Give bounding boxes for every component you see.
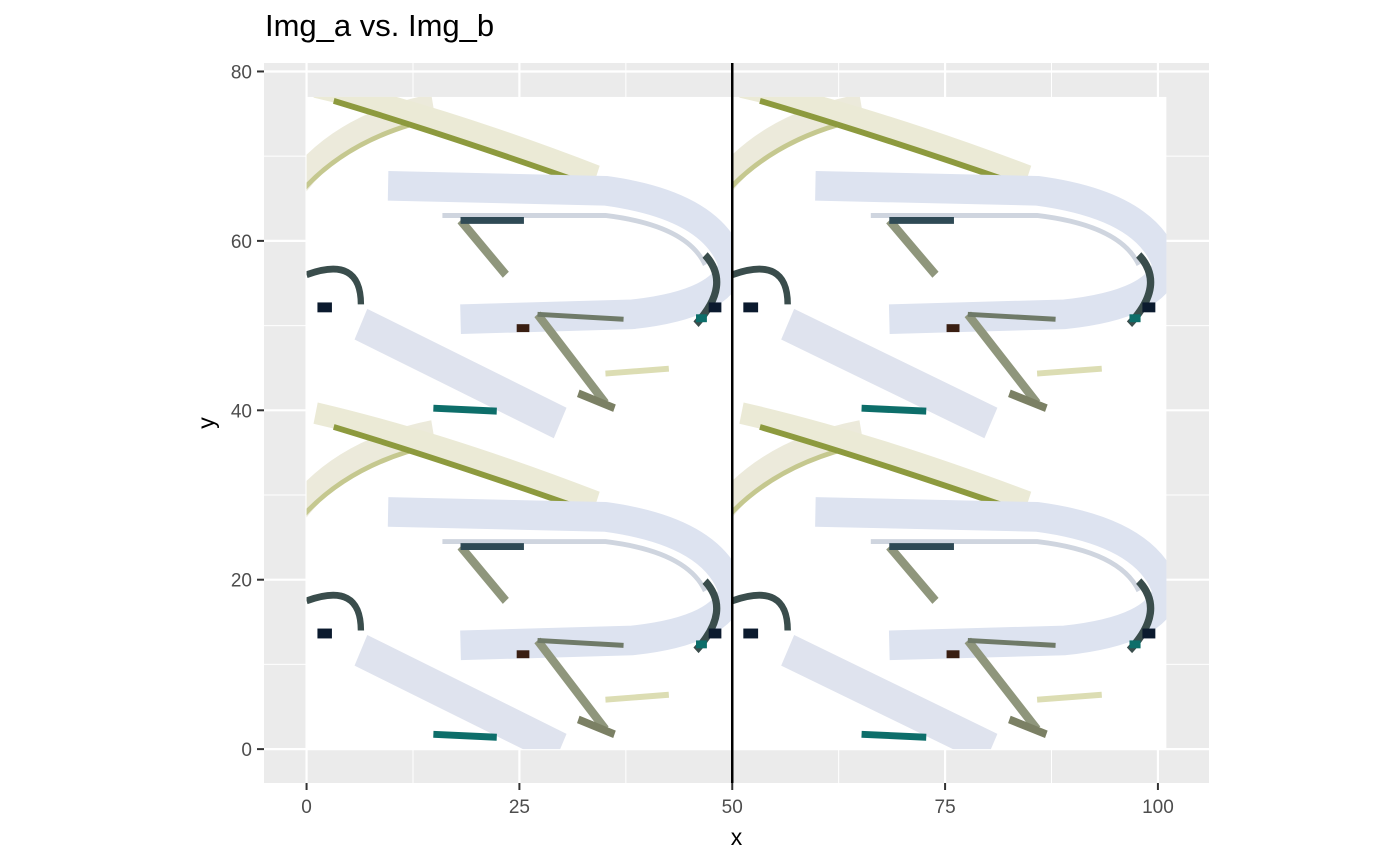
x-tick-label: 25 (509, 797, 530, 818)
x-tick-label: 50 (722, 797, 743, 818)
y-tick-label: 0 (241, 740, 252, 761)
chart-title: Img_a vs. Img_b (265, 8, 495, 43)
x-tick-label: 0 (301, 797, 312, 818)
image-layer (306, 96, 1167, 750)
image-panel-img-a (306, 96, 733, 750)
y-tick-label: 20 (231, 571, 252, 592)
axes-layer: 0 25 50 75 100 0 20 40 60 80 x y (193, 62, 1174, 850)
image-panel-img-b (732, 96, 1167, 750)
y-axis-label: y (193, 417, 219, 429)
y-tick-label: 80 (231, 62, 252, 83)
x-axis-label: x (731, 824, 743, 850)
x-tick-label: 75 (935, 797, 956, 818)
y-tick-label: 40 (231, 401, 252, 422)
x-tick-label: 100 (1142, 797, 1174, 818)
y-tick-label: 60 (231, 232, 252, 253)
